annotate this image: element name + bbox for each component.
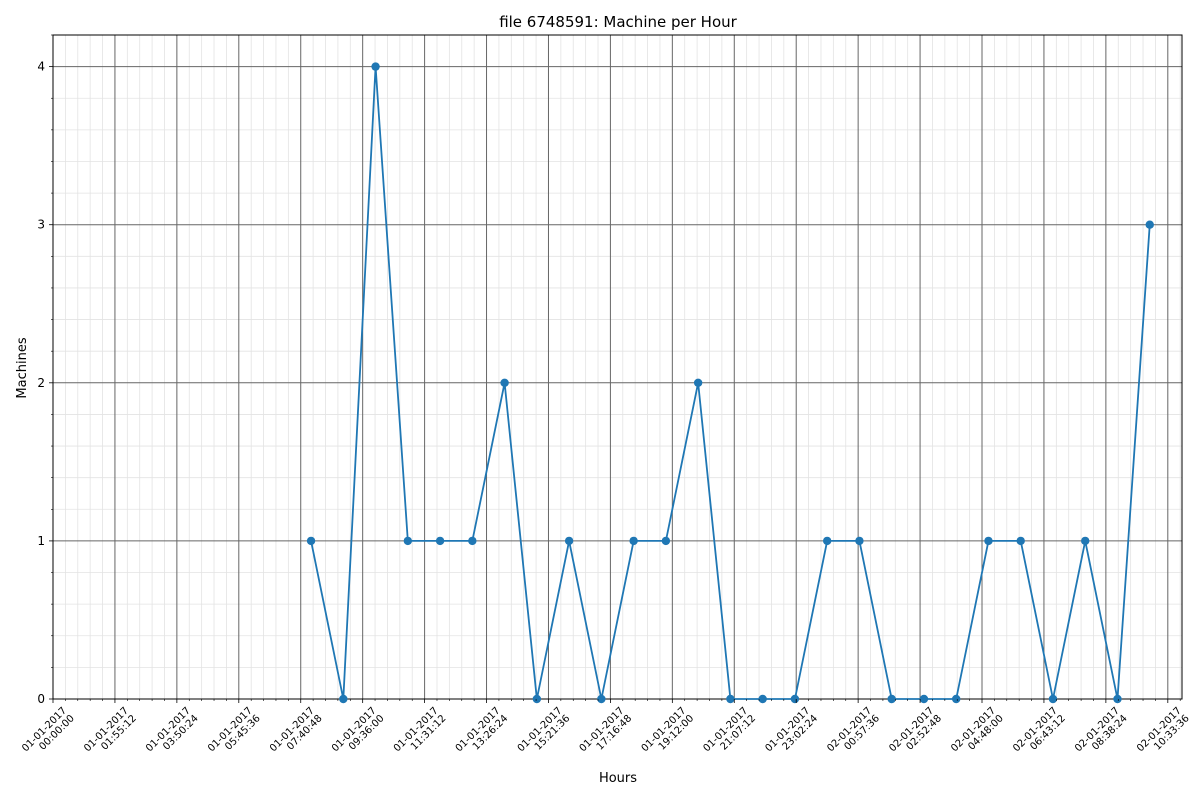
data-point [435, 536, 445, 546]
data-point [532, 694, 542, 704]
data-point [403, 536, 413, 546]
chart-title: file 6748591: Machine per Hour [499, 13, 737, 31]
axes [52, 34, 1183, 700]
x-axis-label: Hours [599, 771, 637, 786]
plot-frame [52, 34, 1183, 700]
y-axis-label: Machines [15, 337, 30, 398]
data-point [919, 694, 929, 704]
y-tick-label: 4 [37, 60, 45, 74]
data-point [855, 536, 864, 546]
data-point [1048, 694, 1058, 704]
data-point [1016, 536, 1025, 546]
data-point [1081, 536, 1090, 546]
data-point [339, 694, 348, 704]
data-point [726, 694, 735, 704]
data-point [952, 694, 961, 704]
minor-grid [53, 34, 1182, 699]
data-point [984, 536, 993, 546]
data-point [693, 378, 703, 388]
data-point [597, 694, 606, 704]
y-tick-label: 1 [37, 534, 45, 548]
data-point [629, 536, 638, 546]
data-point [1113, 694, 1122, 704]
data-point [822, 536, 832, 546]
data-point [468, 536, 477, 546]
series-layer [306, 62, 1154, 704]
data-point [564, 536, 574, 546]
data-point [790, 694, 800, 704]
y-tick-label: 3 [37, 218, 45, 232]
data-point [661, 536, 671, 546]
data-point [1145, 220, 1154, 229]
y-tick-label: 2 [37, 376, 45, 390]
y-tick-label: 0 [37, 692, 45, 706]
data-point [371, 62, 380, 71]
data-point [500, 378, 509, 388]
data-point [758, 694, 767, 704]
data-point [306, 536, 316, 546]
data-point [887, 694, 896, 704]
